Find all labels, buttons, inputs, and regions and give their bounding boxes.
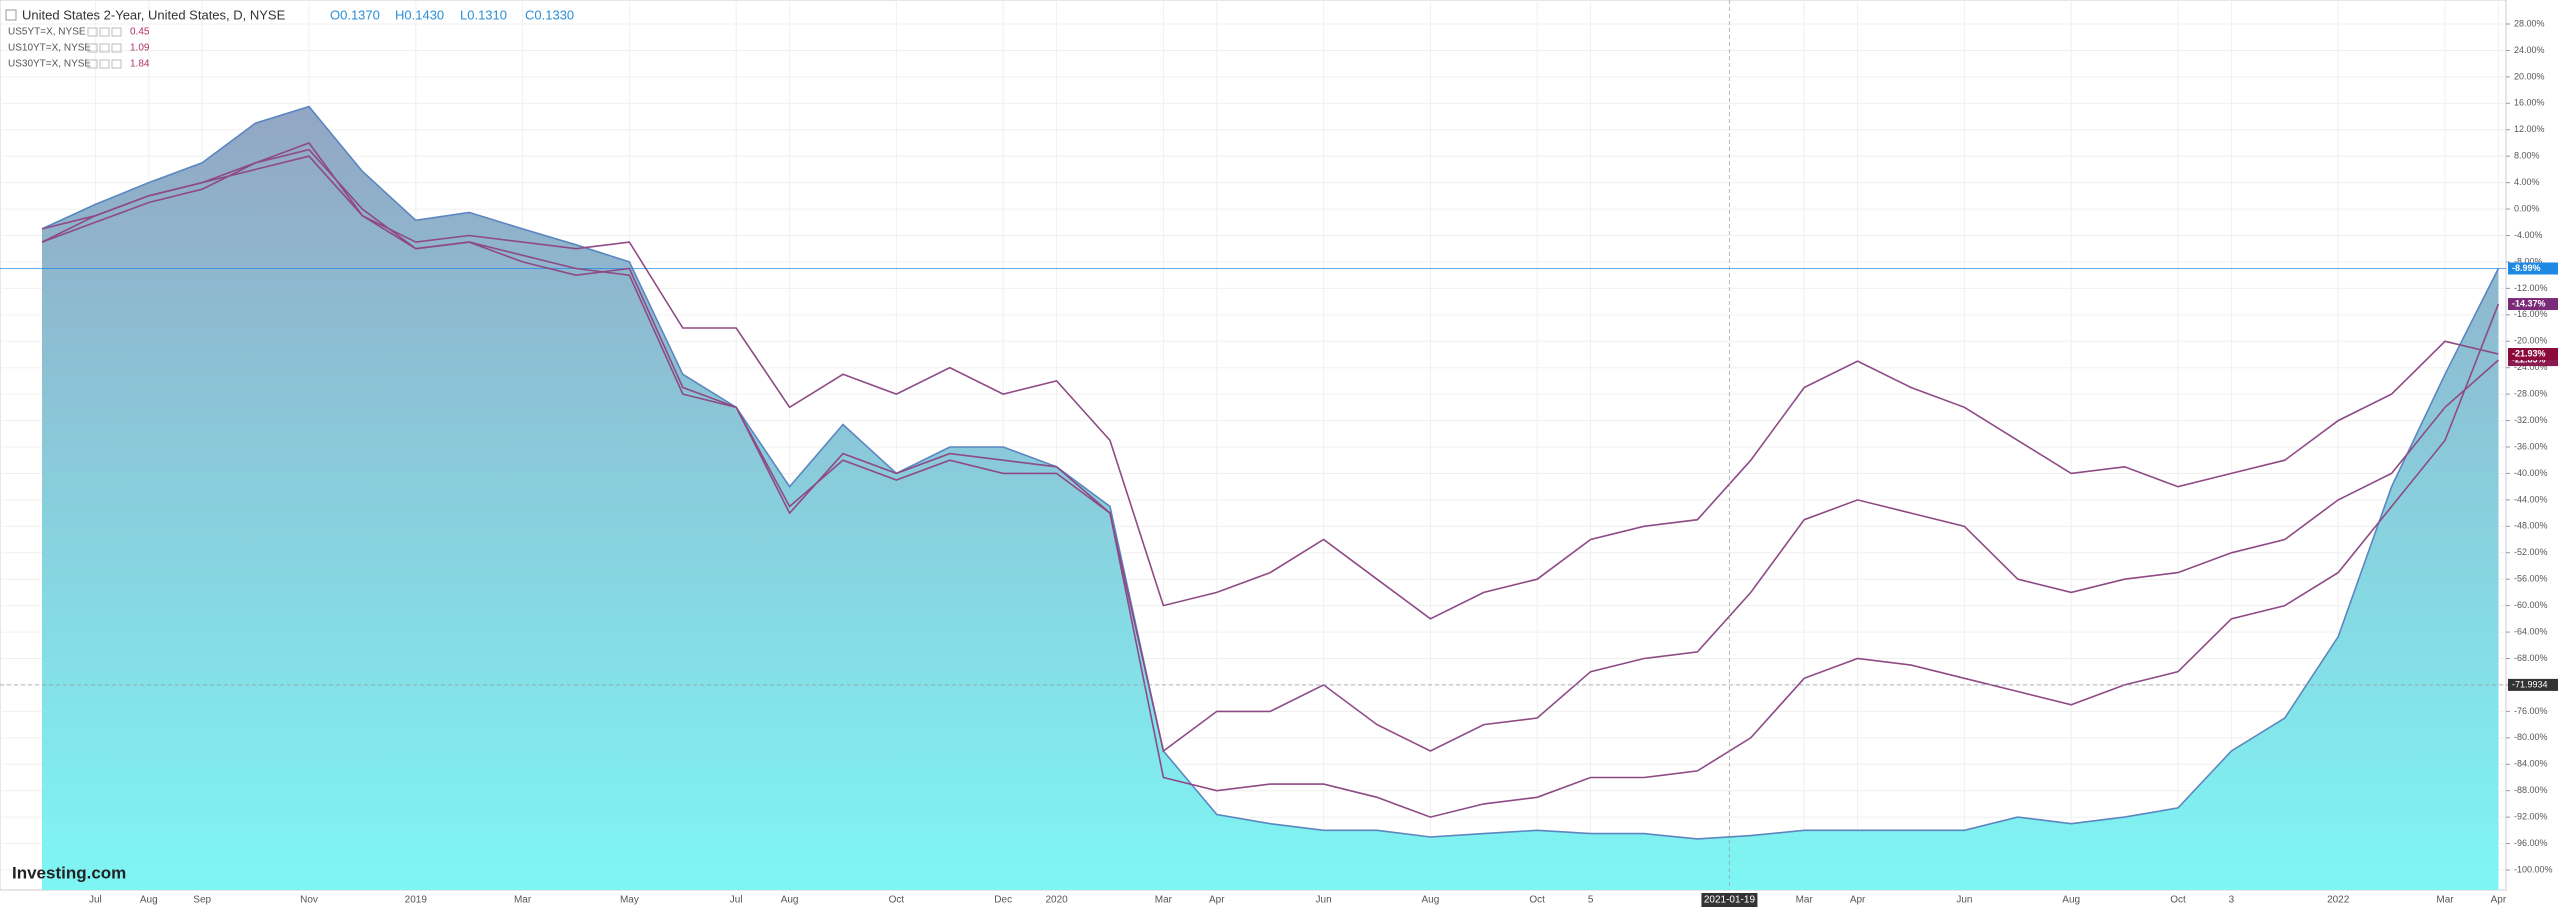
logo: Investing.com (12, 863, 126, 882)
x-tick-label: Oct (889, 895, 905, 906)
x-tick-label: Apr (2491, 895, 2507, 906)
legend-icon[interactable] (111, 43, 122, 53)
y-tick-label: -32.00% (2514, 415, 2548, 425)
y-tick-label: -44.00% (2514, 494, 2548, 504)
y-tick-label: -76.00% (2514, 706, 2548, 716)
legend-value: 1.09 (130, 43, 150, 54)
legend-icon[interactable] (99, 27, 110, 37)
x-tick-label: Aug (1422, 895, 1440, 906)
ohlc-high: H0.1430 (395, 7, 444, 22)
legend-icon[interactable] (87, 43, 98, 53)
legend-name: US5YT=X, NYSE (8, 27, 86, 38)
y-tick-label: 20.00% (2514, 71, 2545, 81)
line (41, 142, 2499, 753)
legend-icon[interactable] (99, 43, 110, 53)
x-tick-label: Apr (1850, 895, 1866, 906)
y-tick-label: 24.00% (2514, 45, 2545, 55)
y-tick-label: -68.00% (2514, 653, 2548, 663)
x-tick-label: Sep (193, 895, 211, 906)
legend-value: 1.84 (130, 59, 150, 70)
x-tick-label: 3 (2229, 895, 2235, 906)
y-tick-label: -92.00% (2514, 812, 2548, 822)
last-value-label: -21.93% (2512, 348, 2546, 358)
crosshair-date-label: 2021-01-19 (1704, 895, 1756, 906)
y-tick-label: 16.00% (2514, 98, 2545, 108)
legend-value: 0.45 (130, 27, 150, 38)
y-tick-label: -88.00% (2514, 785, 2548, 795)
y-tick-label: -64.00% (2514, 626, 2548, 636)
area (42, 106, 2499, 891)
x-tick-label: Oct (2170, 895, 2186, 906)
y-tick-label: 12.00% (2514, 124, 2545, 134)
y-tick-label: 8.00% (2514, 151, 2540, 161)
last-value-badge (2508, 298, 2558, 311)
last-value-label: -8.99% (2512, 263, 2541, 273)
crosshair-value-label: -71.9934 (2512, 679, 2548, 689)
legend-icon[interactable] (87, 27, 98, 37)
x-tick-label: Mar (2436, 895, 2454, 906)
legend-icon[interactable] (111, 59, 122, 69)
y-tick-label: -16.00% (2514, 309, 2548, 319)
x-tick-label: Oct (1529, 895, 1545, 906)
y-tick-label: -36.00% (2514, 441, 2548, 451)
x-tick-label: Mar (514, 895, 532, 906)
last-value-label: -14.37% (2512, 298, 2546, 308)
last-value-badge (2508, 262, 2558, 275)
crosshair-date-box (1701, 893, 1758, 907)
y-tick-label: -4.00% (2514, 230, 2543, 240)
y-tick-label: -52.00% (2514, 547, 2548, 557)
ohlc-low: L0.1310 (460, 7, 507, 22)
x-tick-label: Jul (730, 895, 743, 906)
x-tick-label: 2022 (2327, 895, 2350, 906)
ohlc-close: C0.1330 (525, 7, 574, 22)
y-tick-label: -8.00% (2514, 256, 2543, 266)
y-tick-label: -96.00% (2514, 838, 2548, 848)
last-value-badge (2508, 348, 2558, 361)
x-tick-label: 2019 (405, 895, 428, 906)
x-tick-label: Dec (994, 895, 1012, 906)
chart-title: United States 2-Year, United States, D, … (22, 7, 286, 22)
x-tick-label: Aug (781, 895, 799, 906)
x-tick-label: May (620, 895, 639, 906)
x-tick-label: Jun (1956, 895, 1972, 906)
x-tick-label: Aug (140, 895, 158, 906)
x-tick-label: Mar (1796, 895, 1814, 906)
line (41, 155, 2499, 620)
y-tick-label: -12.00% (2514, 283, 2548, 293)
y-tick-label: 0.00% (2514, 203, 2540, 213)
x-tick-label: Nov (300, 895, 318, 906)
x-tick-label: Apr (1209, 895, 1225, 906)
ohlc-open: O0.1370 (330, 7, 380, 22)
x-tick-label: 2020 (1045, 895, 1068, 906)
y-tick-label: -24.00% (2514, 362, 2548, 372)
legend-name: US30YT=X, NYSE (8, 59, 91, 70)
y-tick-label: -100.00% (2514, 864, 2553, 874)
y-tick-label: -80.00% (2514, 732, 2548, 742)
y-tick-label: -40.00% (2514, 468, 2548, 478)
legend-icon[interactable] (87, 59, 98, 69)
y-tick-label: -56.00% (2514, 574, 2548, 584)
legend-icon[interactable] (99, 59, 110, 69)
y-tick-label: -20.00% (2514, 336, 2548, 346)
x-tick-label: 5 (1588, 895, 1594, 906)
y-tick-label: -48.00% (2514, 521, 2548, 531)
x-tick-label: Jun (1316, 895, 1332, 906)
y-tick-label: -60.00% (2514, 600, 2548, 610)
y-tick-label: -28.00% (2514, 389, 2548, 399)
x-tick-label: Mar (1155, 895, 1173, 906)
collapse-icon[interactable] (5, 9, 17, 21)
legend-name: US10YT=X, NYSE (8, 43, 91, 54)
y-tick-label: -84.00% (2514, 759, 2548, 769)
y-tick-label: 4.00% (2514, 177, 2540, 187)
x-tick-label: Jul (89, 895, 102, 906)
y-tick-label: 28.00% (2514, 18, 2545, 28)
legend-icon[interactable] (111, 27, 122, 37)
area-line (41, 105, 2500, 840)
x-tick-label: Aug (2062, 895, 2080, 906)
crosshair-value-box (2508, 678, 2558, 691)
